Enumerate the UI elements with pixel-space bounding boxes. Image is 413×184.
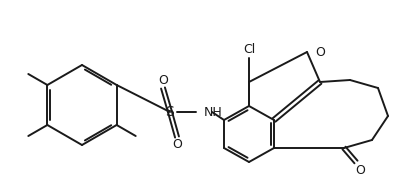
Text: NH: NH [204,105,222,118]
Text: O: O [354,164,364,178]
Text: O: O [158,73,168,86]
Text: S: S [165,105,174,119]
Text: O: O [314,45,324,59]
Text: Cl: Cl [242,43,254,56]
Text: O: O [172,139,181,151]
